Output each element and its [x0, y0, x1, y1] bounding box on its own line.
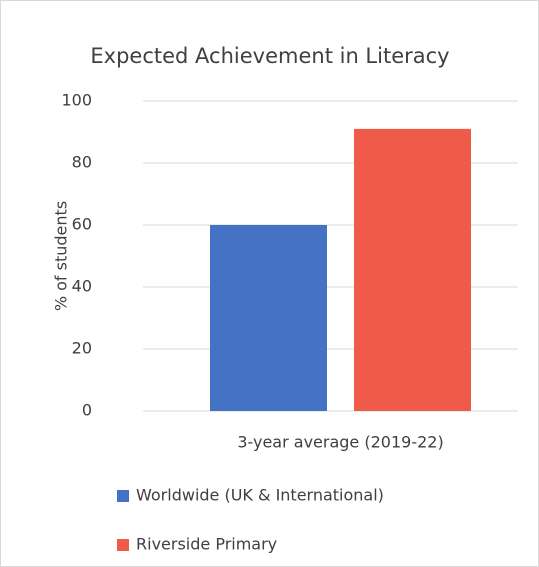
y-tick-label: 80 [72, 153, 92, 172]
y-tick-label: 100 [61, 91, 92, 110]
bar [210, 225, 327, 411]
y-tick-label: 60 [72, 215, 92, 234]
y-axis-label: % of students [52, 201, 71, 311]
y-tick-label: 20 [72, 339, 92, 358]
bar [354, 128, 471, 411]
y-tick-label: 0 [82, 401, 92, 420]
legend-label: Riverside Primary [136, 535, 277, 554]
x-tick-label: 3-year average (2019-22) [237, 433, 443, 452]
legend-label: Worldwide (UK & International) [136, 486, 384, 505]
chart-title: Expected Achievement in Literacy [90, 44, 449, 68]
legend-swatch [117, 490, 129, 502]
legend-swatch [117, 539, 129, 551]
y-tick-label: 40 [72, 277, 92, 296]
